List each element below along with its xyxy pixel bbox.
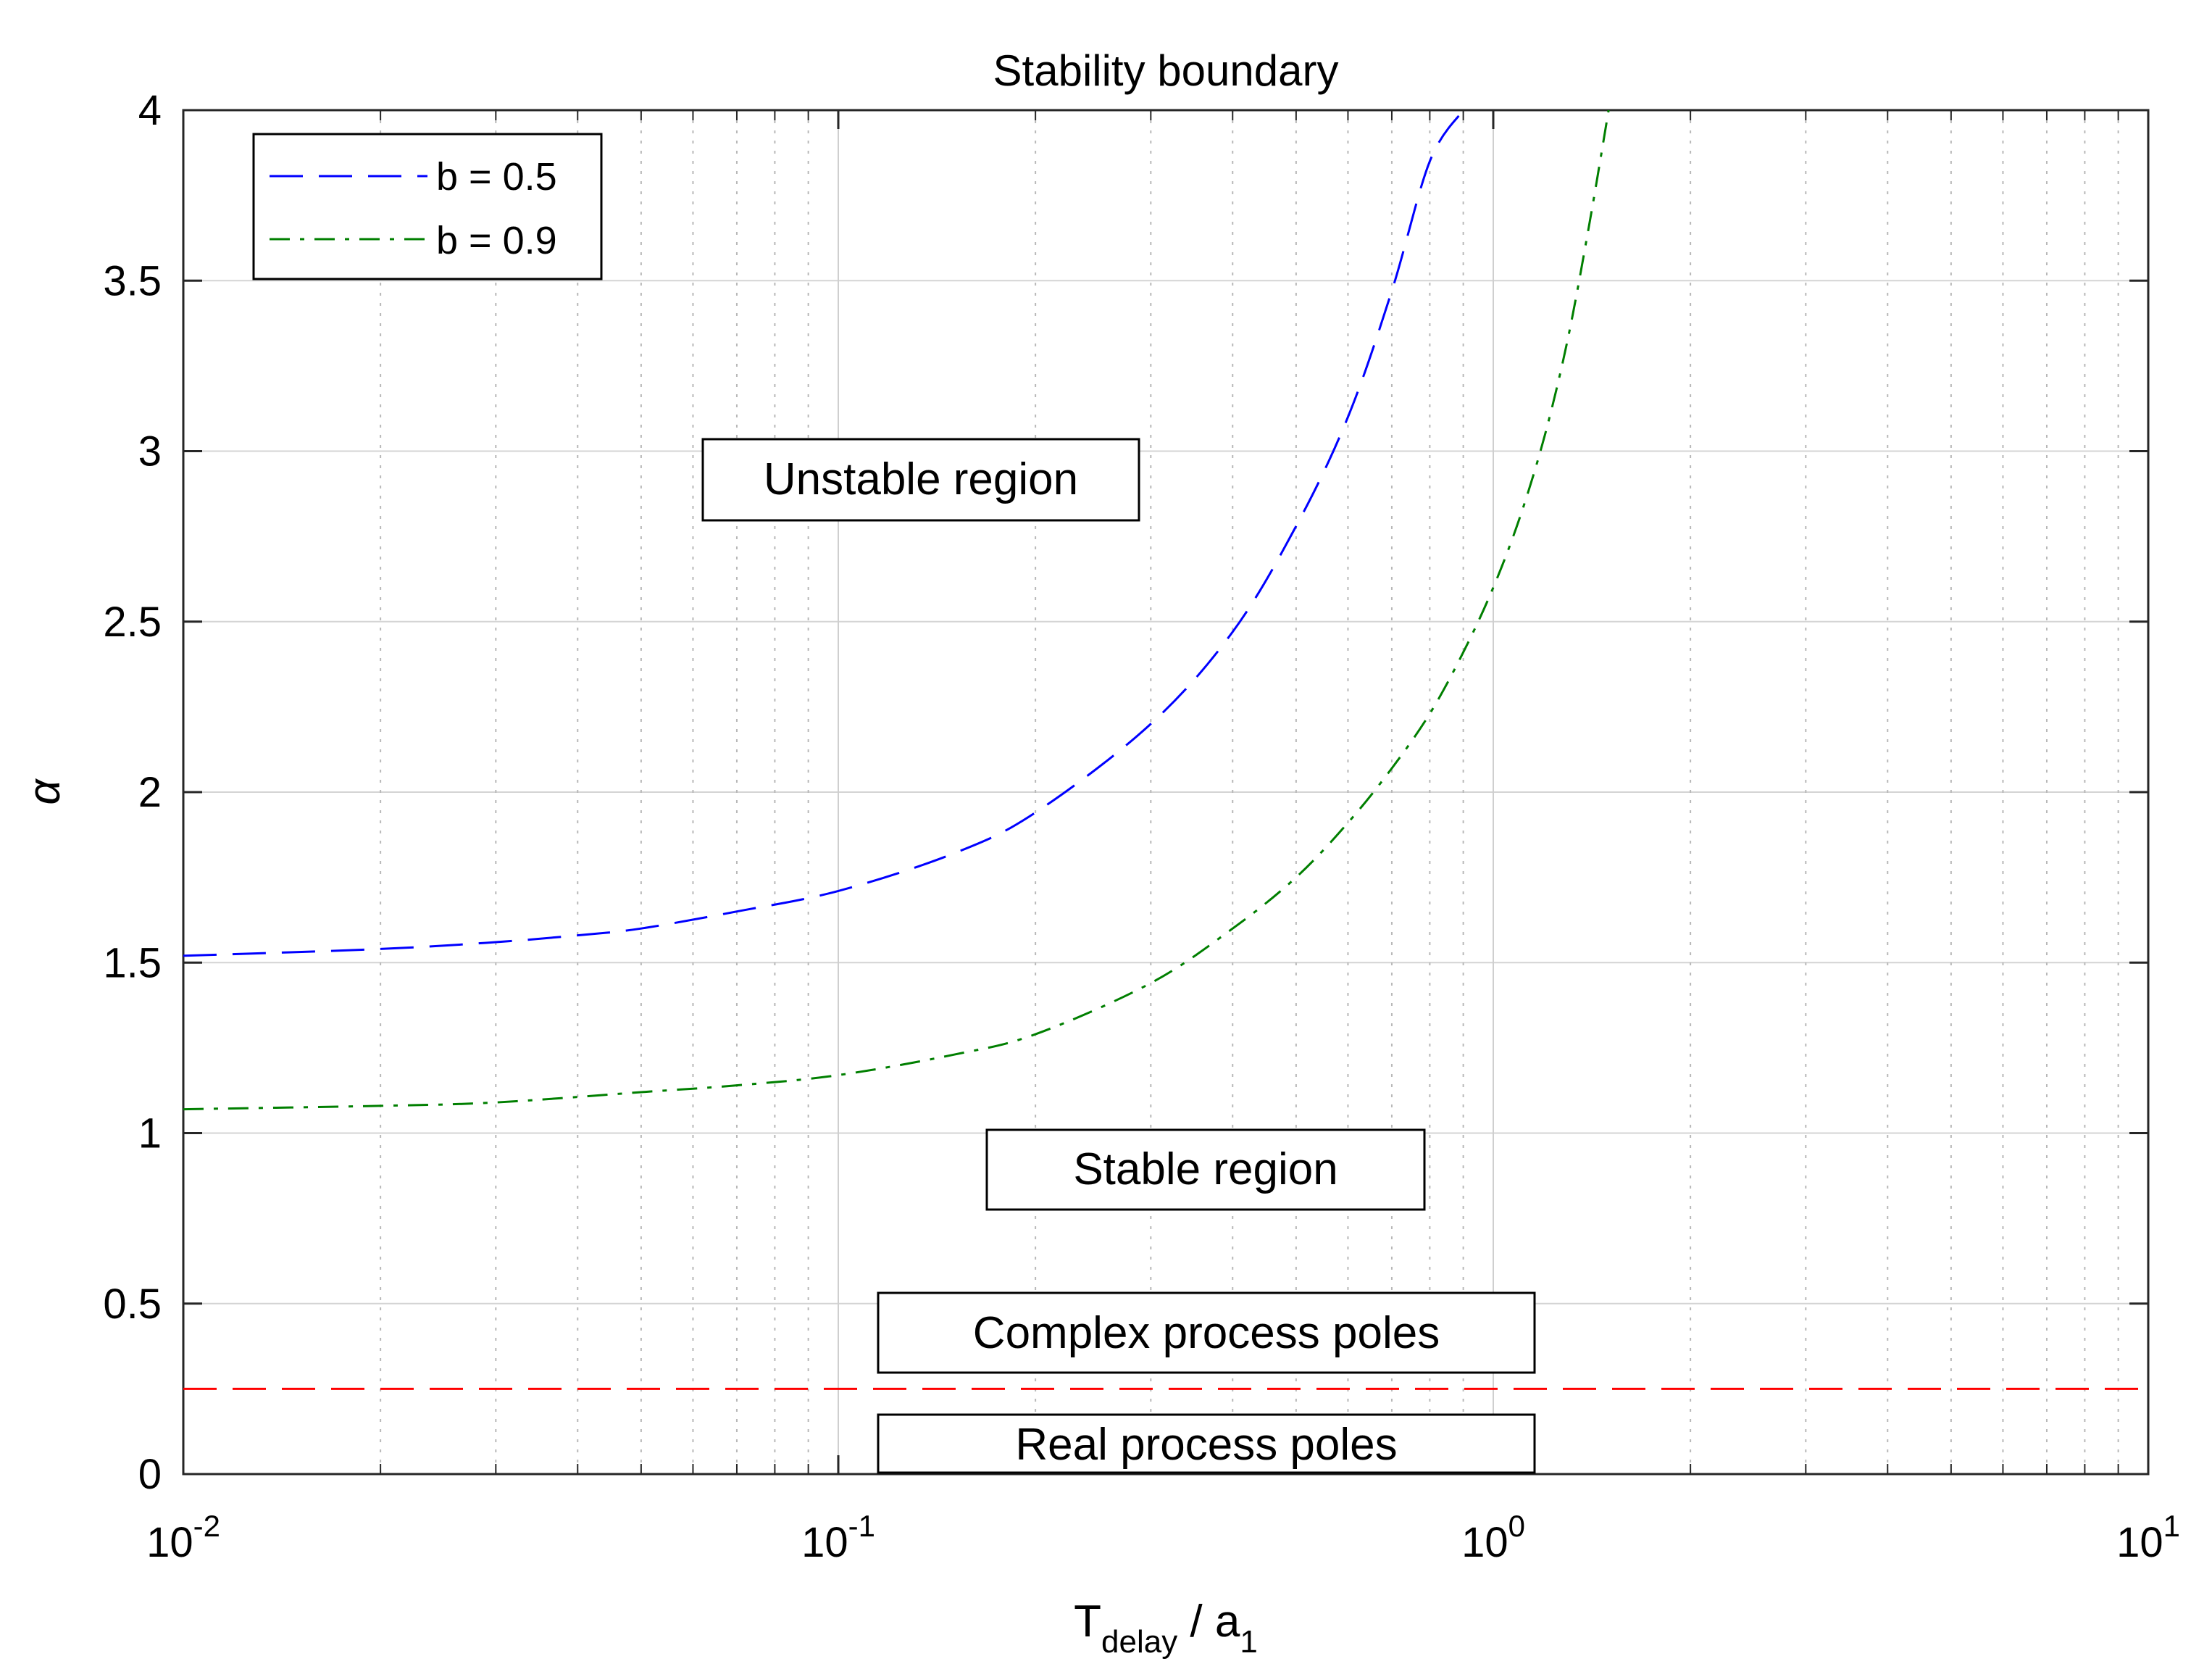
- y-tick-label-2: 1: [138, 1110, 162, 1157]
- x-tick-label-2: 100: [1461, 1509, 1525, 1566]
- unstable-region-box: [701, 438, 1140, 522]
- x-tick-label-3: 101: [2116, 1509, 2180, 1566]
- stable-region-label: Stable region: [1073, 1144, 1337, 1194]
- x-axis-label: Tdelay / a1: [1074, 1597, 1258, 1660]
- y-tick-label-5: 2.5: [103, 599, 162, 646]
- y-tick-label-0: 0: [138, 1451, 162, 1498]
- legend-box: [252, 133, 603, 280]
- y-tick-label-8: 4: [138, 87, 162, 134]
- real-poles-annotation: Real process poles: [877, 1413, 1536, 1474]
- complex-poles-label: Complex process poles: [973, 1308, 1440, 1358]
- x-axis-label-sub2: 1: [1240, 1624, 1257, 1660]
- x-axis-label-main: T: [1074, 1597, 1101, 1647]
- chart-title: Stability boundary: [993, 46, 1339, 95]
- y-tick-label-1: 0.5: [103, 1281, 162, 1328]
- legend: b = 0.5 b = 0.9: [252, 133, 603, 280]
- legend-label-b05: b = 0.5: [436, 155, 557, 199]
- unstable-region-label: Unstable region: [764, 454, 1078, 504]
- y-tick-label-3: 1.5: [103, 939, 162, 986]
- series-line-1: [183, 109, 1610, 1111]
- x-axis-label-rest: / a: [1177, 1597, 1240, 1647]
- y-tick-label-4: 2: [138, 769, 162, 816]
- y-tick-label-6: 3: [138, 428, 162, 475]
- minor-grid: [380, 110, 2119, 1474]
- x-tick-label-1: 10-1: [801, 1509, 875, 1566]
- y-axis-label: α: [20, 778, 70, 805]
- real-poles-label: Real process poles: [1015, 1420, 1397, 1470]
- unstable-region-annotation: Unstable region: [701, 438, 1140, 522]
- stable-region-box: [985, 1128, 1426, 1211]
- series-layer: [183, 109, 1610, 1111]
- series-line-0: [183, 109, 1464, 957]
- complex-poles-annotation: Complex process poles: [877, 1291, 1536, 1374]
- y-tick-label-7: 3.5: [103, 257, 162, 304]
- real-poles-box: [877, 1413, 1536, 1474]
- x-tick-label-0: 10-2: [146, 1509, 220, 1566]
- complex-poles-box: [877, 1291, 1536, 1374]
- x-axis-label-sub: delay: [1101, 1624, 1177, 1660]
- tick-labels: 0 0.5 1 1.5 2 2.5 3 3.5 4 10-2 10-1 100 101: [103, 87, 2180, 1566]
- stable-region-annotation: Stable region: [985, 1128, 1426, 1211]
- legend-label-b09: b = 0.9: [436, 219, 557, 262]
